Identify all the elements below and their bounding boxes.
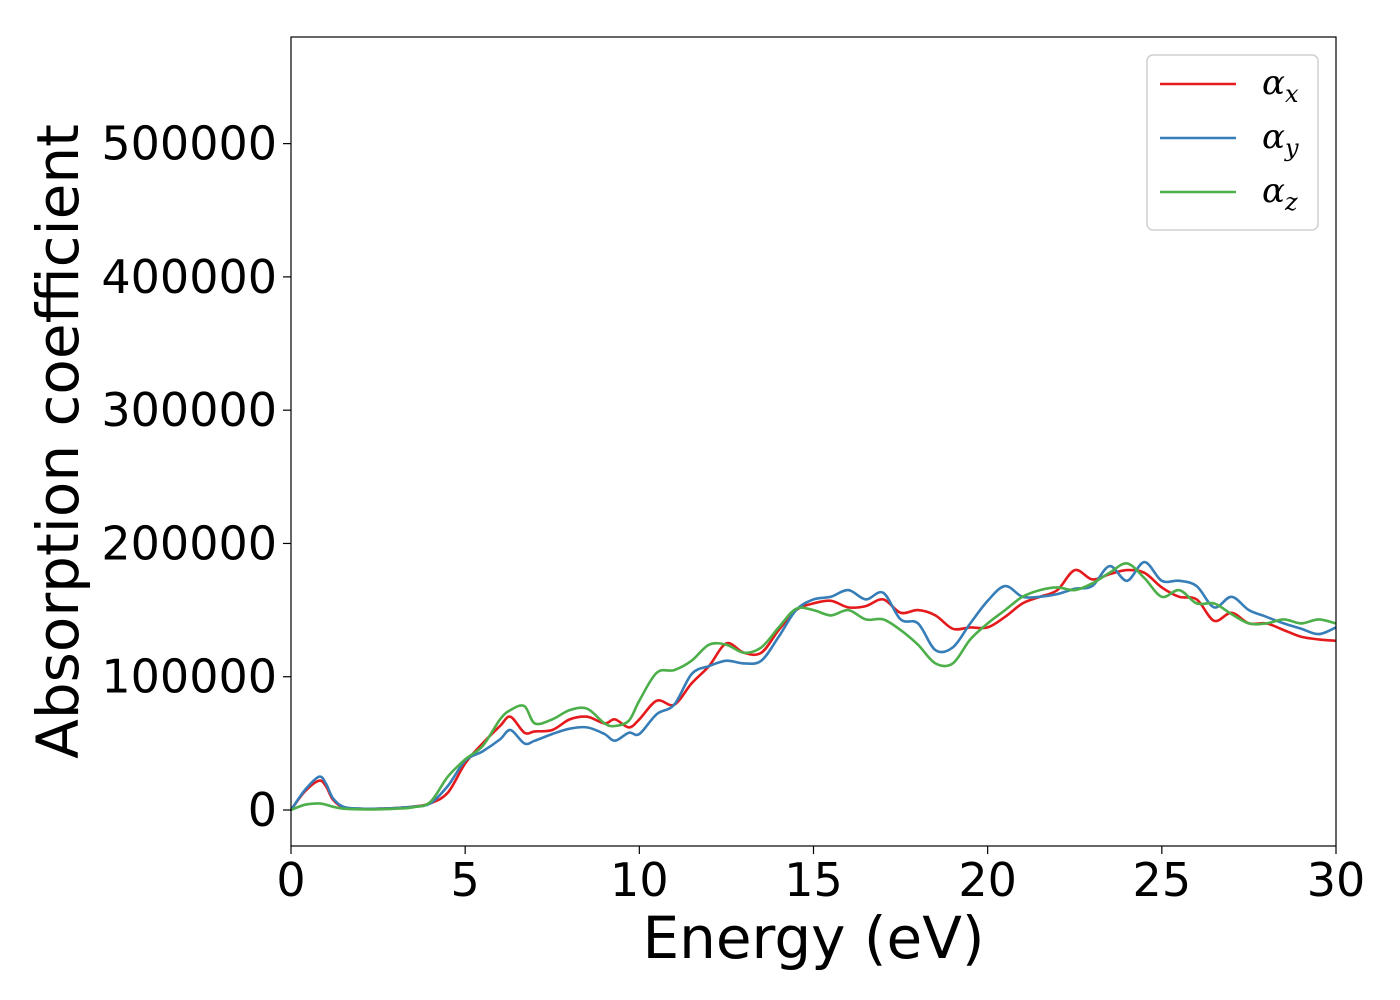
y-tick-label: 300000 [101,383,277,437]
y-tick-label: 500000 [101,117,277,171]
legend-box [1146,54,1319,231]
x-tick-label: 30 [1307,853,1366,907]
series-line-y [289,560,1337,811]
x-tick-label: 25 [1133,853,1192,907]
y-axis-ticks: 0 100000 200000 300000 400000 500000 [101,117,291,837]
legend-label-z: αz [1262,171,1298,216]
legend-label-x: αx [1262,63,1299,108]
x-axis-ticks: 0 5 10 15 20 25 30 [276,846,1365,907]
x-axis-label: Energy (eV) [642,904,984,972]
legend-symbol: α [1262,63,1285,103]
series-line-x [289,568,1337,811]
legend-subscript: z [1284,188,1298,216]
legend-subscript: y [1284,134,1299,162]
plot-series-group [289,560,1337,812]
legend-subscript: x [1285,80,1299,108]
x-tick-label: 0 [276,853,305,907]
y-tick-label: 200000 [101,516,277,570]
x-tick-label: 15 [784,853,843,907]
x-tick-label: 10 [610,853,669,907]
y-tick-label: 400000 [101,250,277,304]
x-tick-label: 5 [451,853,480,907]
y-axis-label: Absorption coefficient [24,124,92,759]
legend-symbol: α [1262,117,1285,157]
series-line-z [290,562,1337,812]
legend-label-y: αy [1262,117,1299,162]
y-tick-label: 100000 [101,650,277,704]
y-tick-label: 0 [248,783,277,837]
legend-symbol: α [1262,171,1285,211]
x-tick-label: 20 [958,853,1017,907]
